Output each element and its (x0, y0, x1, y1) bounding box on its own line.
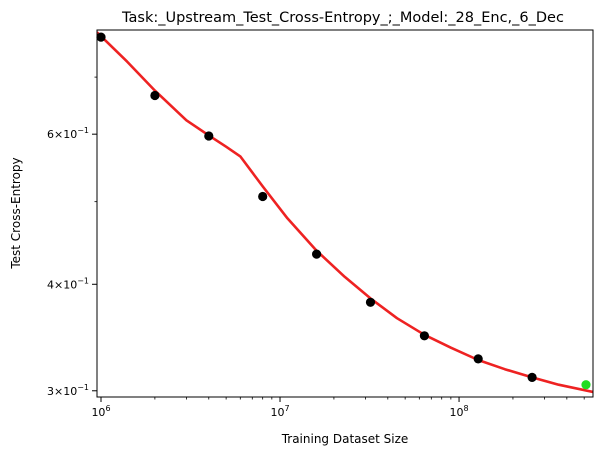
data-point (150, 90, 160, 101)
data-point (96, 32, 106, 42)
y-tick-label: 3×10−1 (47, 383, 89, 398)
x-tick-label: 106 (91, 404, 110, 419)
data-point (527, 372, 537, 382)
x-tick-label: 107 (270, 404, 289, 419)
x-tick-label: 108 (450, 404, 469, 419)
y-tick-label: 6×10−1 (47, 126, 89, 141)
y-axis-label: Test Cross-Entropy (9, 157, 23, 269)
highlight-point (581, 380, 591, 390)
data-point (419, 331, 429, 341)
plot-frame (96, 29, 594, 398)
chart-title: Task:_Upstream_Test_Cross-Entropy_;_Mode… (121, 10, 564, 26)
fit-curve-line (97, 31, 593, 394)
data-point (258, 191, 268, 202)
y-tick-label: 4×10−1 (47, 276, 89, 291)
x-axis-label: Training Dataset Size (281, 432, 409, 446)
data-point (204, 131, 214, 141)
data-point (473, 354, 483, 364)
data-point (312, 249, 322, 259)
data-point (365, 297, 376, 307)
